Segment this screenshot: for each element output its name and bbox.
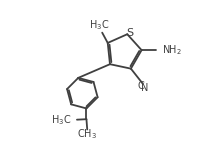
Text: S: S <box>126 28 134 38</box>
Text: H$_3$C: H$_3$C <box>89 18 110 32</box>
Text: N: N <box>141 83 148 93</box>
Text: CH$_3$: CH$_3$ <box>77 128 97 142</box>
Text: H$_3$C: H$_3$C <box>51 113 71 127</box>
Text: C: C <box>138 81 145 91</box>
Text: NH$_2$: NH$_2$ <box>162 43 182 57</box>
